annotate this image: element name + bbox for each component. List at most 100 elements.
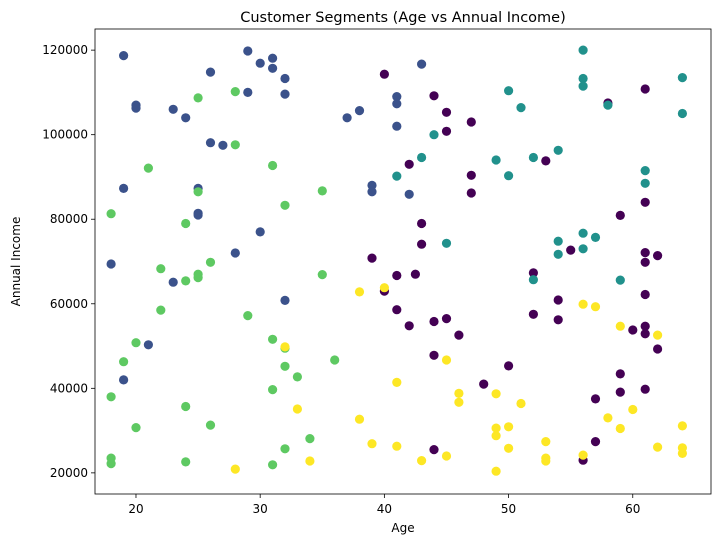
data-point bbox=[280, 200, 290, 210]
data-point bbox=[640, 321, 650, 331]
data-point bbox=[653, 251, 663, 261]
data-point bbox=[268, 160, 278, 171]
data-point bbox=[553, 236, 563, 246]
data-point bbox=[640, 257, 650, 267]
data-point bbox=[479, 379, 489, 389]
data-point bbox=[392, 171, 402, 181]
data-point bbox=[516, 398, 526, 409]
data-point bbox=[528, 275, 539, 285]
data-point bbox=[615, 369, 625, 379]
x-tick-label: 50 bbox=[501, 502, 516, 516]
data-point bbox=[268, 385, 278, 395]
data-point bbox=[466, 188, 476, 198]
data-point bbox=[628, 404, 638, 415]
data-point bbox=[578, 244, 588, 254]
x-axis: 20 30 40 50 60 bbox=[128, 494, 640, 516]
data-point bbox=[168, 277, 178, 287]
data-point bbox=[205, 257, 216, 267]
data-point bbox=[131, 423, 141, 433]
data-point bbox=[603, 413, 613, 423]
data-point bbox=[441, 314, 452, 324]
data-point bbox=[181, 113, 191, 123]
data-point bbox=[410, 269, 420, 279]
data-point bbox=[404, 159, 414, 169]
data-point bbox=[677, 108, 688, 119]
chart-title: Customer Segments (Age vs Annual Income) bbox=[240, 10, 566, 26]
data-point bbox=[193, 187, 203, 197]
data-point bbox=[106, 259, 116, 269]
data-point bbox=[653, 442, 663, 452]
data-point bbox=[491, 389, 501, 399]
data-point bbox=[131, 338, 141, 348]
data-point bbox=[590, 232, 601, 242]
data-point bbox=[578, 450, 588, 460]
data-point bbox=[441, 107, 452, 117]
data-point bbox=[354, 106, 365, 116]
data-point bbox=[181, 276, 191, 286]
data-point bbox=[441, 238, 452, 248]
data-point bbox=[280, 73, 290, 84]
data-point bbox=[615, 210, 625, 220]
data-point bbox=[367, 439, 377, 449]
data-point bbox=[640, 329, 650, 339]
data-point bbox=[367, 180, 377, 190]
data-point bbox=[553, 145, 563, 155]
data-point bbox=[268, 53, 278, 63]
data-point bbox=[181, 401, 191, 412]
x-tick-label: 60 bbox=[625, 502, 640, 516]
data-point bbox=[504, 361, 514, 371]
data-point bbox=[553, 295, 563, 305]
data-point bbox=[379, 283, 389, 293]
data-point bbox=[417, 239, 427, 249]
data-point bbox=[119, 357, 129, 367]
data-point bbox=[392, 377, 402, 387]
data-point bbox=[392, 99, 402, 109]
data-point bbox=[156, 264, 166, 274]
data-point bbox=[143, 163, 153, 173]
data-point bbox=[119, 375, 129, 385]
data-point bbox=[156, 305, 166, 315]
data-point bbox=[230, 140, 240, 150]
data-point bbox=[392, 270, 402, 281]
y-axis-label: Annual Income bbox=[9, 217, 23, 307]
data-point bbox=[417, 218, 427, 229]
data-point bbox=[280, 295, 290, 305]
data-point bbox=[106, 459, 116, 469]
data-point bbox=[516, 103, 526, 113]
data-point bbox=[640, 84, 650, 94]
plot-frame bbox=[94, 28, 712, 495]
data-point bbox=[578, 73, 588, 84]
y-axis: 20000 40000 60000 80000 100000 120000 bbox=[42, 43, 95, 480]
data-point bbox=[615, 321, 625, 331]
data-point bbox=[578, 45, 588, 55]
data-point bbox=[230, 248, 240, 258]
data-point bbox=[566, 245, 576, 255]
data-point bbox=[603, 100, 613, 110]
data-point bbox=[454, 388, 464, 398]
data-point bbox=[280, 444, 290, 454]
data-point bbox=[392, 121, 402, 131]
data-point bbox=[466, 170, 476, 180]
data-point bbox=[528, 152, 539, 163]
data-point bbox=[280, 361, 290, 371]
data-point bbox=[640, 178, 650, 188]
data-point bbox=[541, 456, 551, 466]
data-point bbox=[354, 414, 365, 424]
data-point bbox=[280, 89, 290, 99]
data-point bbox=[417, 456, 427, 466]
data-point bbox=[541, 156, 551, 166]
x-tick-label: 30 bbox=[253, 502, 268, 516]
data-point bbox=[392, 305, 402, 315]
data-point bbox=[553, 315, 563, 325]
data-point bbox=[205, 420, 216, 430]
data-point bbox=[640, 197, 650, 207]
data-point bbox=[441, 355, 452, 365]
data-point bbox=[205, 67, 216, 77]
data-point bbox=[119, 51, 129, 61]
data-point bbox=[615, 275, 625, 285]
data-point bbox=[417, 152, 427, 163]
data-point bbox=[255, 58, 265, 68]
data-point bbox=[292, 404, 302, 414]
data-point bbox=[181, 457, 191, 467]
